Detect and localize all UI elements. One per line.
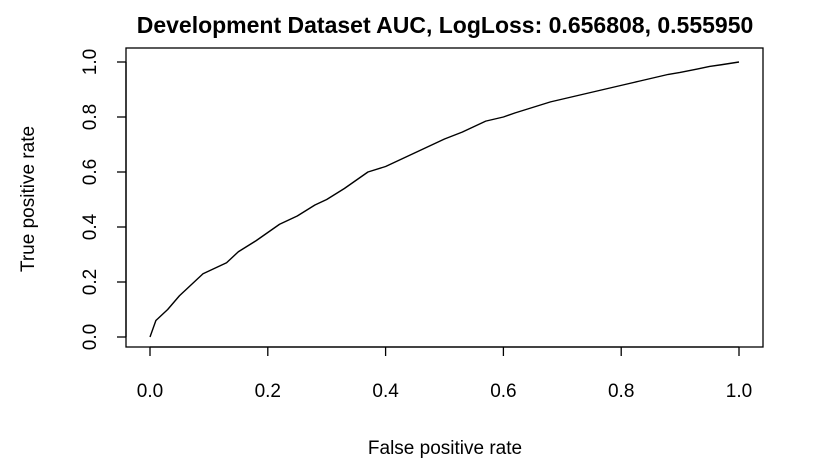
y-tick-label: 0.8 xyxy=(80,104,101,130)
y-tick-label: 1.0 xyxy=(80,49,101,75)
x-tick-label: 0.6 xyxy=(490,381,516,402)
y-tick-label: 0.6 xyxy=(80,159,101,185)
x-tick-label: 0.0 xyxy=(137,381,163,402)
x-tick-label: 0.2 xyxy=(255,381,281,402)
y-tick-label: 0.0 xyxy=(80,324,101,350)
y-axis-label: True positive rate xyxy=(18,126,39,272)
x-axis-label: False positive rate xyxy=(368,438,522,459)
y-tick-label: 0.4 xyxy=(80,213,101,240)
y-axis-ticks: 0.0 0.2 0.4 0.6 0.8 1.0 xyxy=(80,49,126,350)
chart-title: Development Dataset AUC, LogLoss: 0.6568… xyxy=(137,12,754,38)
plot-frame xyxy=(125,47,764,348)
x-axis-ticks: 0.0 0.2 0.4 0.6 0.8 1.0 xyxy=(137,347,752,402)
x-tick-label: 0.8 xyxy=(608,381,634,402)
y-tick-label: 0.2 xyxy=(80,269,101,295)
roc-curve xyxy=(149,61,740,338)
x-tick-label: 0.4 xyxy=(372,381,399,402)
x-tick-label: 1.0 xyxy=(726,381,752,402)
